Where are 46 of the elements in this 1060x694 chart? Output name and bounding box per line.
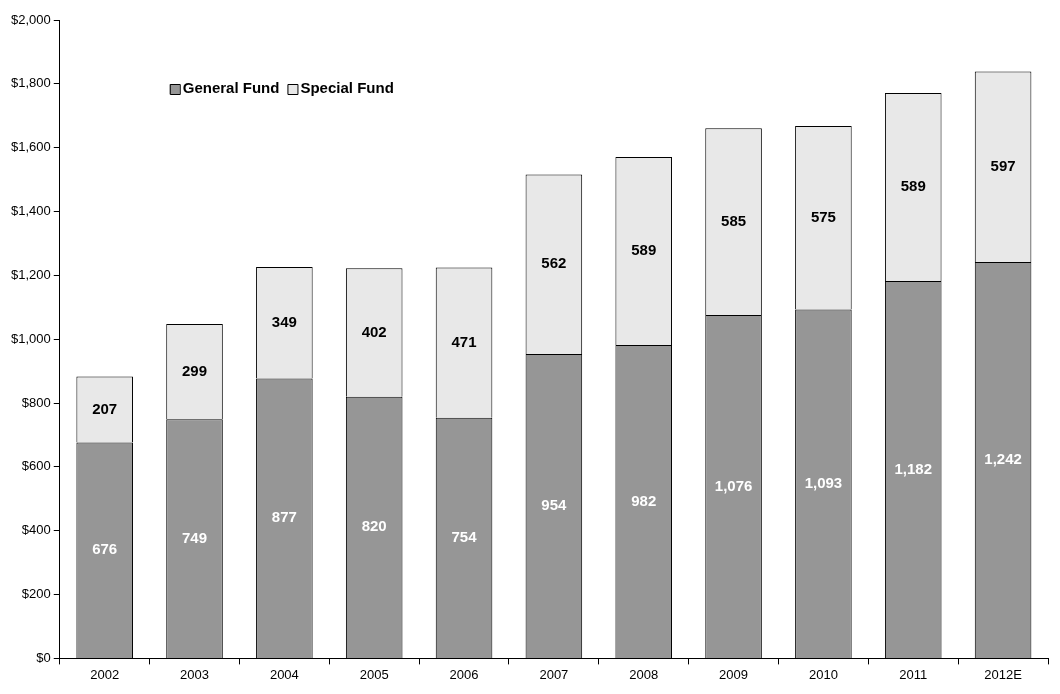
x-tick-label: 2011 <box>899 666 928 682</box>
y-tick-label: $1,000 <box>11 330 51 346</box>
x-tick-label: 2006 <box>449 666 479 682</box>
data-label: 575 <box>810 207 836 225</box>
data-label: 877 <box>271 508 297 526</box>
x-tick-label: 2009 <box>719 666 749 682</box>
data-label: 676 <box>92 540 118 558</box>
x-tick-label: 2010 <box>808 666 838 682</box>
x-tick-label: 2008 <box>629 666 659 682</box>
data-label: 597 <box>990 156 1016 174</box>
data-label: 954 <box>541 496 568 514</box>
data-label: 402 <box>361 322 387 340</box>
data-label: 349 <box>271 312 297 330</box>
x-tick-label: 2003 <box>180 666 209 682</box>
y-tick-label: $2,000 <box>11 11 51 27</box>
x-tick-label: 2004 <box>269 666 299 682</box>
data-label: 1,182 <box>894 459 933 477</box>
data-label: 585 <box>721 211 747 229</box>
data-label: 749 <box>182 528 208 546</box>
y-tick-label: $400 <box>21 522 51 538</box>
data-label: 589 <box>631 241 657 259</box>
y-tick-label: $0 <box>36 649 51 665</box>
data-label: 562 <box>541 254 567 272</box>
data-label: 589 <box>900 177 926 195</box>
y-tick-label: $600 <box>21 458 51 474</box>
legend-label: General Fund <box>182 79 280 97</box>
y-tick-label: $800 <box>21 394 51 410</box>
data-label: 820 <box>361 517 387 535</box>
y-tick-label: $1,800 <box>11 75 51 91</box>
x-tick-label: 2005 <box>359 666 389 682</box>
x-tick-label: 2012E <box>984 666 1023 682</box>
data-label: 207 <box>92 399 118 417</box>
legend-label: Special Fund <box>300 79 394 97</box>
data-label: 754 <box>451 527 478 545</box>
y-tick-label: $1,200 <box>11 266 51 282</box>
y-tick-label: $1,600 <box>11 139 51 155</box>
y-tick-label: $1,400 <box>11 203 51 219</box>
x-tick-label: 2002 <box>90 666 120 682</box>
x-tick-label: 2007 <box>539 666 569 682</box>
data-label: 982 <box>631 491 657 509</box>
data-label: 1,242 <box>984 450 1022 468</box>
data-label: 299 <box>182 361 208 379</box>
y-tick-label: $200 <box>21 586 51 602</box>
data-label: 1,076 <box>714 476 753 494</box>
data-label: 1,093 <box>804 473 843 491</box>
data-label: 471 <box>451 332 477 350</box>
